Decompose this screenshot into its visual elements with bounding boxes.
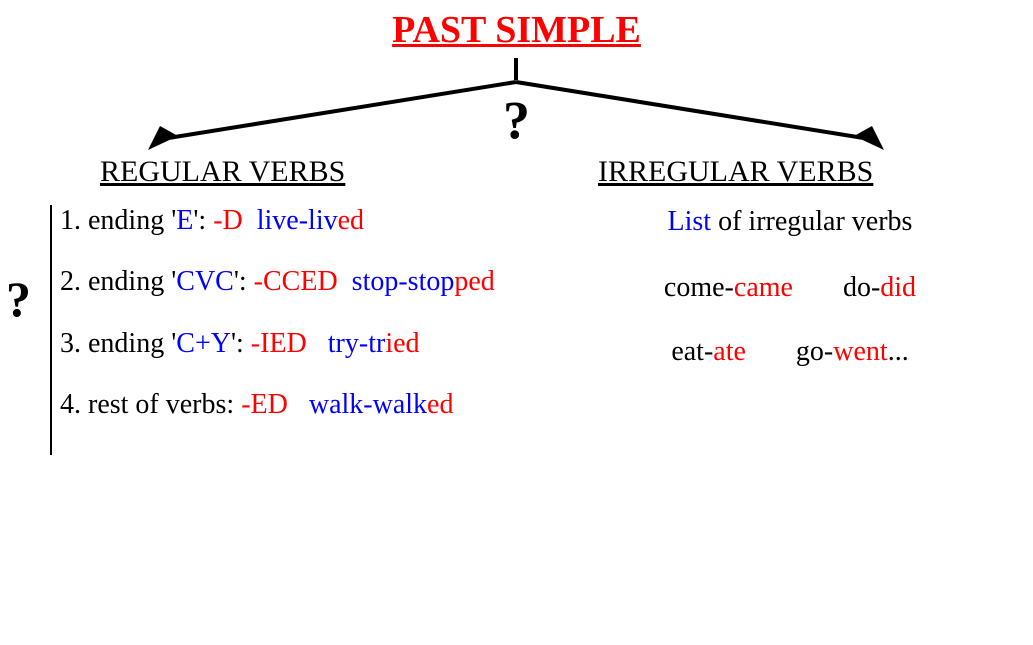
do-past: did xyxy=(880,272,916,303)
heading-regular-verbs: REGULAR VERBS xyxy=(100,155,345,189)
irregular-section: List of irregular verbs come-came do-did… xyxy=(550,206,1030,400)
rule-1-example-base: live-liv xyxy=(257,205,338,236)
rule-1-pattern: E xyxy=(176,205,193,236)
rule-3-prefix: 3. ending ' xyxy=(60,328,176,359)
irregular-example-eat: eat-ate xyxy=(671,336,746,368)
title-stem xyxy=(514,58,518,80)
rule-1-prefix: 1. ending ' xyxy=(60,205,176,236)
vertical-bar xyxy=(50,205,52,455)
rule-4-suffix: -ED xyxy=(241,389,288,420)
irregular-example-do: do-did xyxy=(843,272,916,304)
irregular-label-highlight: List xyxy=(668,206,712,237)
rule-2-example-ending: ped xyxy=(454,266,494,297)
rule-4-example-ending: ed xyxy=(427,389,453,420)
rule-2-example-base: stop xyxy=(352,266,399,297)
rule-4-prefix: 4. rest of verbs: xyxy=(60,389,241,420)
do-base: do- xyxy=(843,272,880,303)
rule-2-pattern: CVC xyxy=(176,266,234,297)
come-base: come- xyxy=(664,272,734,303)
eat-base: eat- xyxy=(671,336,713,367)
irregular-row-2: eat-ate go-went... xyxy=(550,336,1030,368)
come-past: came xyxy=(734,272,793,303)
rule-4-example-base: walk-walk xyxy=(309,389,427,420)
irregular-example-go: go-went... xyxy=(796,336,909,368)
rule-3-example-mid: -tr xyxy=(359,328,385,359)
rule-4-gap xyxy=(288,389,309,420)
go-ellipsis: ... xyxy=(888,336,909,367)
eat-past: ate xyxy=(713,336,746,367)
rule-4: 4. rest of verbs: -ED walk-walked xyxy=(60,390,495,419)
rule-2-gap xyxy=(338,266,352,297)
rule-3-example-ending: ied xyxy=(385,328,419,359)
go-past: went xyxy=(833,336,887,367)
irregular-label-rest: of irregular verbs xyxy=(711,206,912,237)
rule-3-gap xyxy=(307,328,328,359)
left-question-mark: ? xyxy=(6,270,31,328)
rule-1-gap xyxy=(243,205,257,236)
rule-2-suffix: -CCED xyxy=(254,266,338,297)
rule-1: 1. ending 'E': -D live-lived xyxy=(60,206,495,235)
rule-3-example-base: try xyxy=(328,328,359,359)
rule-1-example-ending: ed xyxy=(338,205,364,236)
rule-2-prefix: 2. ending ' xyxy=(60,266,176,297)
rule-3-after: ': xyxy=(231,328,251,359)
rule-2: 2. ending 'CVC': -CCED stop-stopped xyxy=(60,267,495,296)
rule-2-after: ': xyxy=(234,266,254,297)
rule-3-pattern: C+Y xyxy=(176,328,231,359)
rule-2-example-mid: -stop xyxy=(398,266,454,297)
rule-3: 3. ending 'C+Y': -IED try-tried xyxy=(60,329,495,358)
go-base: go- xyxy=(796,336,833,367)
regular-rules: 1. ending 'E': -D live-lived 2. ending '… xyxy=(60,206,495,452)
rule-1-suffix: -D xyxy=(213,205,243,236)
irregular-example-come: come-came xyxy=(664,272,793,304)
irregular-row-1: come-came do-did xyxy=(550,272,1030,304)
irregular-label: List of irregular verbs xyxy=(550,206,1030,238)
heading-irregular-verbs: IRREGULAR VERBS xyxy=(598,155,873,189)
rule-3-suffix: -IED xyxy=(251,328,307,359)
center-question-mark: ? xyxy=(0,89,1033,151)
rule-1-after: ': xyxy=(193,205,213,236)
page-title: PAST SIMPLE xyxy=(0,8,1033,52)
